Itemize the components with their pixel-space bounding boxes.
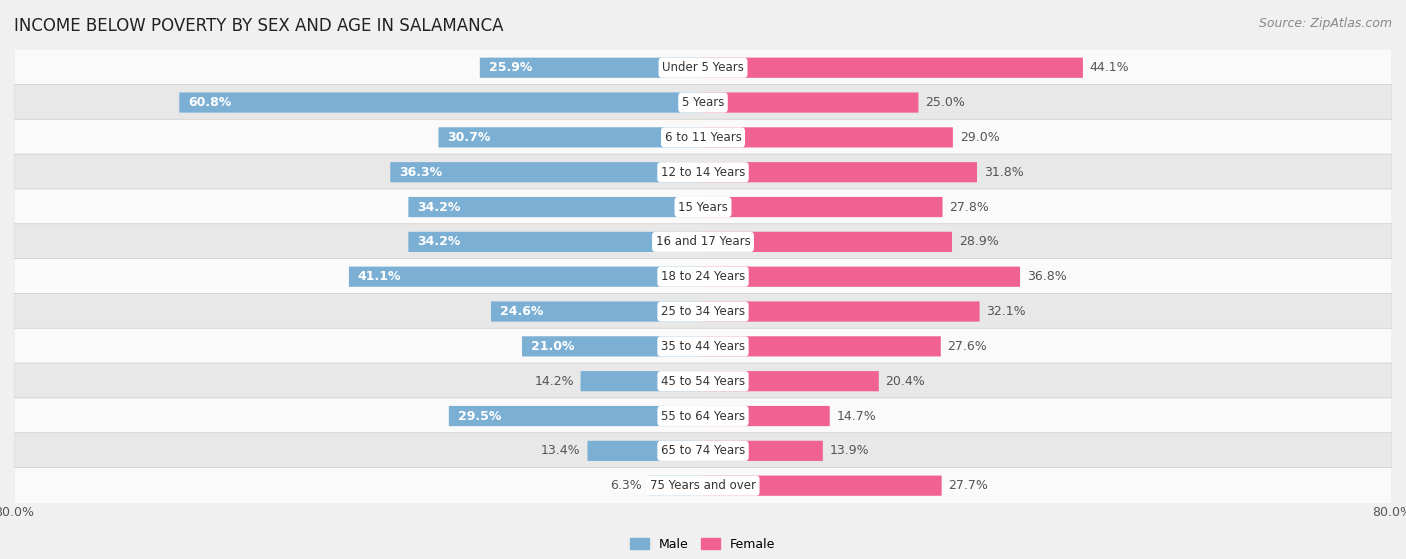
FancyBboxPatch shape xyxy=(703,476,942,496)
Text: 13.4%: 13.4% xyxy=(541,444,581,457)
Text: 12 to 14 Years: 12 to 14 Years xyxy=(661,165,745,179)
Text: 6 to 11 Years: 6 to 11 Years xyxy=(665,131,741,144)
FancyBboxPatch shape xyxy=(14,259,1392,295)
FancyBboxPatch shape xyxy=(14,293,1392,330)
Text: 14.2%: 14.2% xyxy=(534,375,574,388)
FancyBboxPatch shape xyxy=(703,371,879,391)
FancyBboxPatch shape xyxy=(588,440,703,461)
Text: 27.8%: 27.8% xyxy=(949,201,990,214)
Text: 28.9%: 28.9% xyxy=(959,235,998,248)
Text: 35 to 44 Years: 35 to 44 Years xyxy=(661,340,745,353)
Text: 45 to 54 Years: 45 to 54 Years xyxy=(661,375,745,388)
Text: 60.8%: 60.8% xyxy=(188,96,231,109)
Text: 25.0%: 25.0% xyxy=(925,96,965,109)
Text: 32.1%: 32.1% xyxy=(987,305,1026,318)
Text: 14.7%: 14.7% xyxy=(837,410,876,423)
FancyBboxPatch shape xyxy=(14,398,1392,434)
FancyBboxPatch shape xyxy=(14,189,1392,225)
FancyBboxPatch shape xyxy=(703,301,980,321)
Text: 5 Years: 5 Years xyxy=(682,96,724,109)
Text: 24.6%: 24.6% xyxy=(499,305,543,318)
FancyBboxPatch shape xyxy=(703,267,1019,287)
FancyBboxPatch shape xyxy=(703,162,977,182)
Text: INCOME BELOW POVERTY BY SEX AND AGE IN SALAMANCA: INCOME BELOW POVERTY BY SEX AND AGE IN S… xyxy=(14,17,503,35)
Text: Under 5 Years: Under 5 Years xyxy=(662,61,744,74)
Text: 21.0%: 21.0% xyxy=(531,340,574,353)
Text: 75 Years and over: 75 Years and over xyxy=(650,479,756,492)
FancyBboxPatch shape xyxy=(522,337,703,357)
Text: 6.3%: 6.3% xyxy=(610,479,643,492)
Text: 20.4%: 20.4% xyxy=(886,375,925,388)
FancyBboxPatch shape xyxy=(703,337,941,357)
FancyBboxPatch shape xyxy=(491,301,703,321)
FancyBboxPatch shape xyxy=(14,50,1392,86)
Text: 16 and 17 Years: 16 and 17 Years xyxy=(655,235,751,248)
FancyBboxPatch shape xyxy=(14,119,1392,155)
Text: 41.1%: 41.1% xyxy=(357,270,401,283)
FancyBboxPatch shape xyxy=(439,127,703,148)
FancyBboxPatch shape xyxy=(14,224,1392,260)
FancyBboxPatch shape xyxy=(14,84,1392,121)
Text: 34.2%: 34.2% xyxy=(418,201,460,214)
Legend: Male, Female: Male, Female xyxy=(626,533,780,556)
Text: 27.7%: 27.7% xyxy=(949,479,988,492)
FancyBboxPatch shape xyxy=(14,363,1392,399)
FancyBboxPatch shape xyxy=(703,197,942,217)
FancyBboxPatch shape xyxy=(408,232,703,252)
FancyBboxPatch shape xyxy=(449,406,703,426)
Text: 29.5%: 29.5% xyxy=(457,410,501,423)
FancyBboxPatch shape xyxy=(703,92,918,113)
Text: Source: ZipAtlas.com: Source: ZipAtlas.com xyxy=(1258,17,1392,30)
FancyBboxPatch shape xyxy=(703,127,953,148)
Text: 30.7%: 30.7% xyxy=(447,131,491,144)
Text: 34.2%: 34.2% xyxy=(418,235,460,248)
FancyBboxPatch shape xyxy=(479,58,703,78)
Text: 25.9%: 25.9% xyxy=(488,61,531,74)
FancyBboxPatch shape xyxy=(408,197,703,217)
FancyBboxPatch shape xyxy=(14,433,1392,469)
FancyBboxPatch shape xyxy=(648,476,703,496)
Text: 36.3%: 36.3% xyxy=(399,165,441,179)
FancyBboxPatch shape xyxy=(391,162,703,182)
Text: 29.0%: 29.0% xyxy=(960,131,1000,144)
Text: 65 to 74 Years: 65 to 74 Years xyxy=(661,444,745,457)
FancyBboxPatch shape xyxy=(703,440,823,461)
Text: 55 to 64 Years: 55 to 64 Years xyxy=(661,410,745,423)
FancyBboxPatch shape xyxy=(703,232,952,252)
FancyBboxPatch shape xyxy=(703,406,830,426)
Text: 27.6%: 27.6% xyxy=(948,340,987,353)
Text: 31.8%: 31.8% xyxy=(984,165,1024,179)
Text: 18 to 24 Years: 18 to 24 Years xyxy=(661,270,745,283)
Text: 44.1%: 44.1% xyxy=(1090,61,1129,74)
FancyBboxPatch shape xyxy=(14,328,1392,364)
Text: 25 to 34 Years: 25 to 34 Years xyxy=(661,305,745,318)
Text: 15 Years: 15 Years xyxy=(678,201,728,214)
FancyBboxPatch shape xyxy=(703,58,1083,78)
FancyBboxPatch shape xyxy=(581,371,703,391)
FancyBboxPatch shape xyxy=(14,467,1392,504)
Text: 13.9%: 13.9% xyxy=(830,444,869,457)
FancyBboxPatch shape xyxy=(349,267,703,287)
Text: 36.8%: 36.8% xyxy=(1026,270,1067,283)
FancyBboxPatch shape xyxy=(180,92,703,113)
FancyBboxPatch shape xyxy=(14,154,1392,190)
